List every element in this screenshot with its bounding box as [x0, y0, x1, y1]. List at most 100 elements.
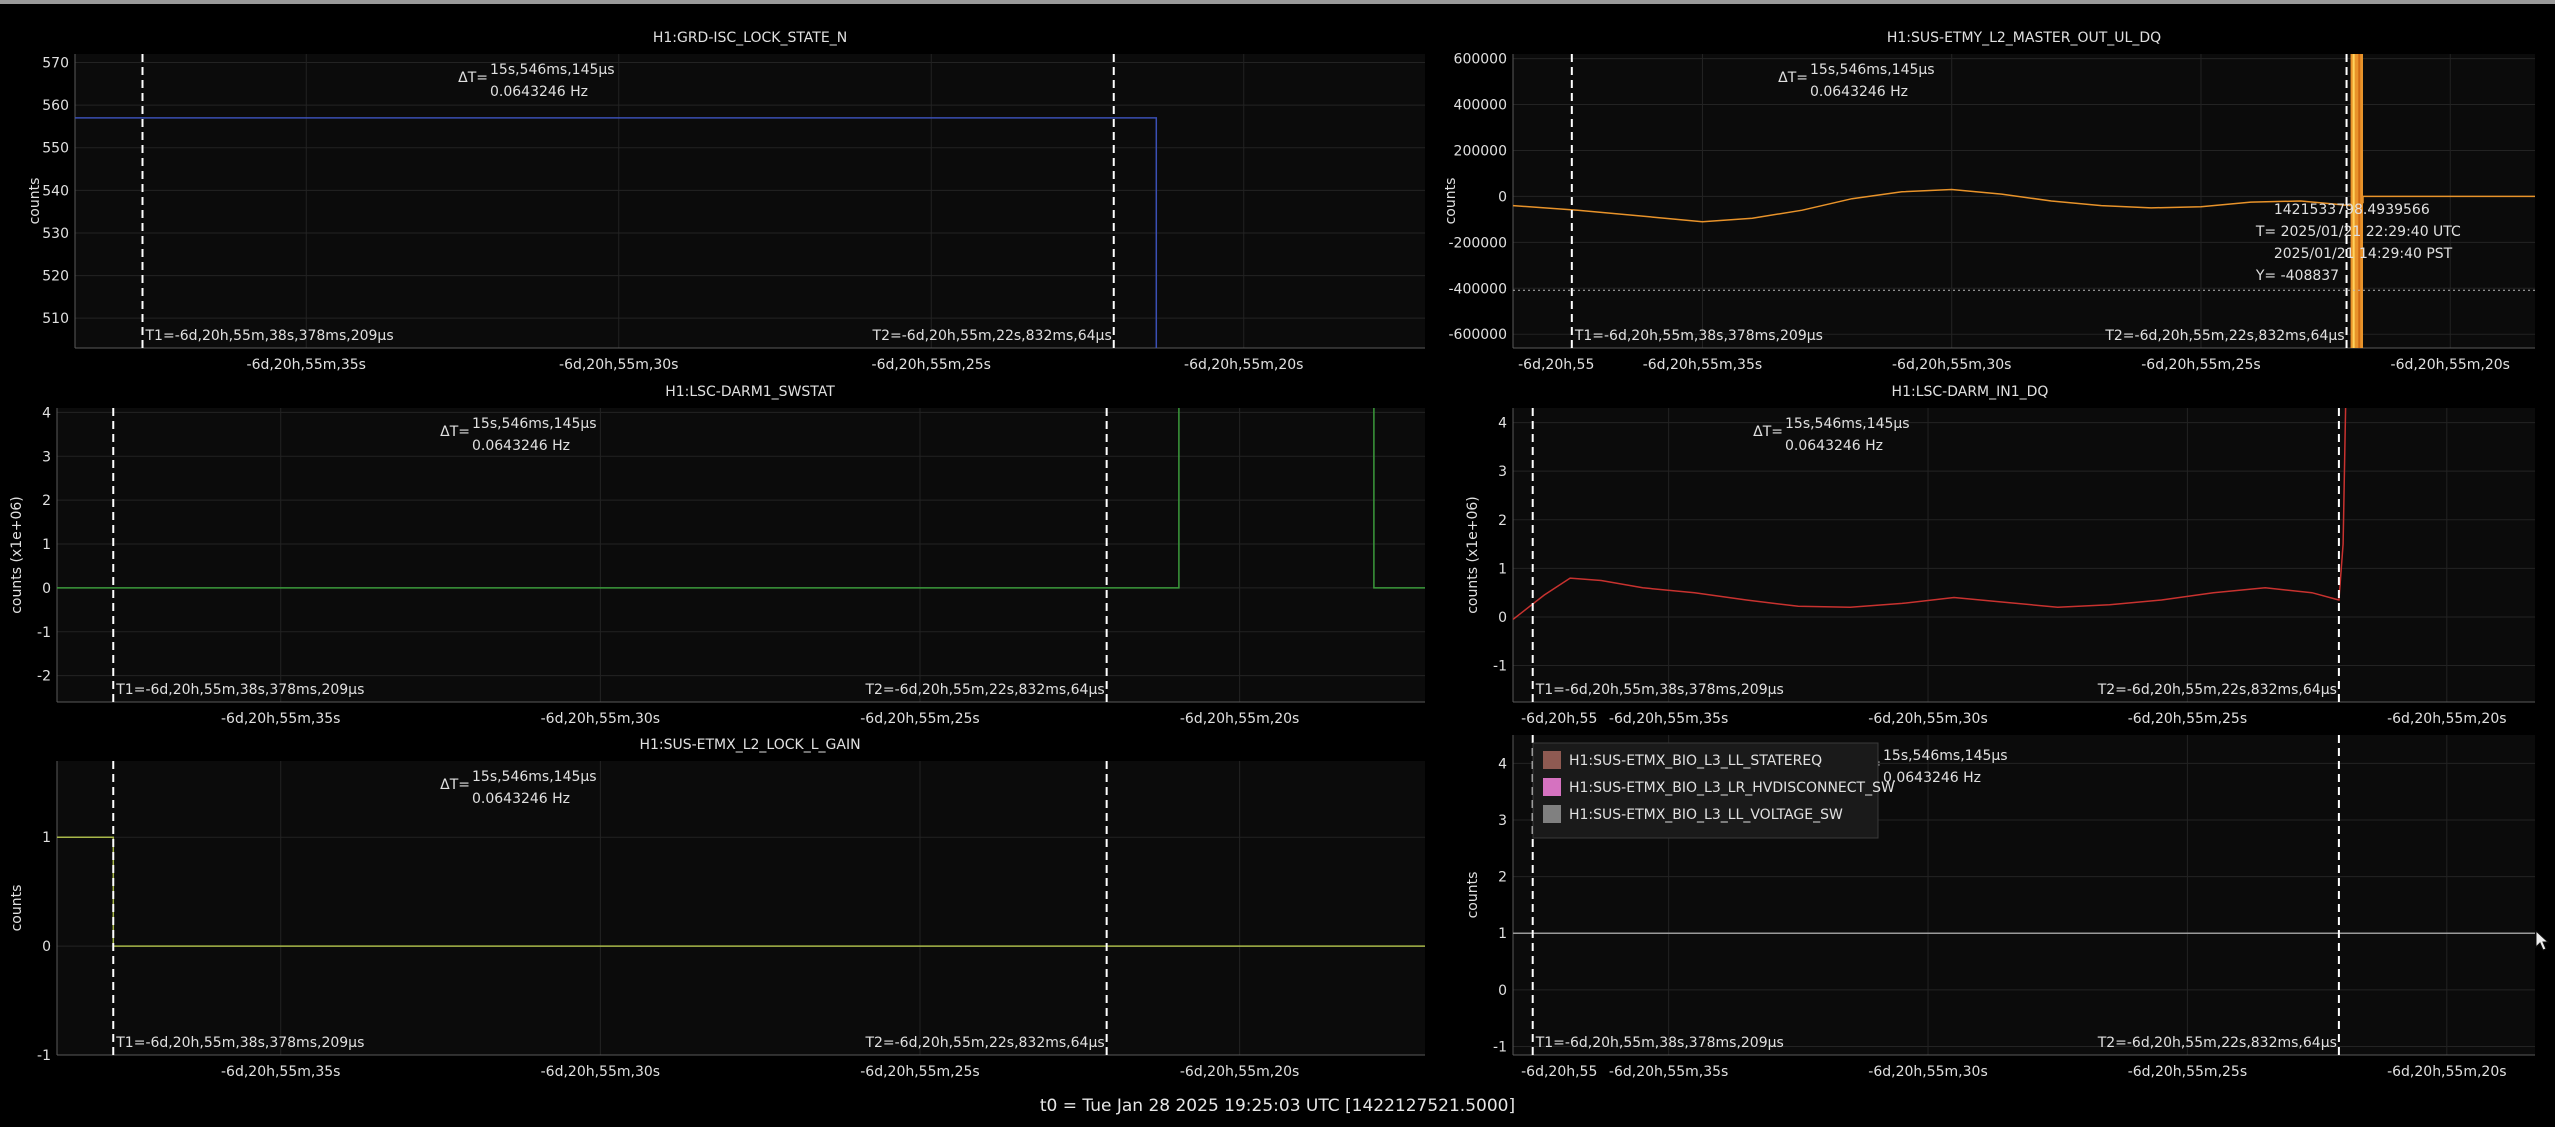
chart-panel-5: H1:SUS-ETMX_L2_LOCK_L_GAIN -1 0 1 -6d,20h,55…: [9, 737, 1597, 1080]
x-tick-label: -6d,20h,55: [1521, 1064, 1597, 1080]
x-tick-label: -6d,20h,55m,35s: [221, 711, 340, 727]
legend-entry: H1:SUS-ETMX_BIO_L3_LR_HVDISCONNECT_SW: [1569, 780, 1895, 796]
t2-label: T2=-6d,20h,55m,22s,832ms,64µs: [872, 328, 1112, 344]
y-tick-label: -2: [37, 669, 51, 685]
chart-panel-4: H1:LSC-DARM_IN1_DQ -1 0 1 2 3 4 -6d,20h,55m,35s…: [1465, 384, 2535, 727]
x-tick-label: -6d,20h,55m,20s: [2387, 1064, 2506, 1080]
chart-panel-1: H1:GRD-ISC_LOCK_STATE_N 510 520 530 540 550 56…: [27, 30, 1594, 373]
delta-label: ΔT=: [1753, 424, 1783, 440]
plot-background: [57, 408, 1425, 702]
y-tick-label: 540: [42, 183, 69, 199]
x-tick-label: -6d,20h,55m,25s: [2128, 1064, 2247, 1080]
x-tick-label: -6d,20h,55m,20s: [2391, 357, 2510, 373]
hover-tooltip-line: 1421533798.4939566: [2274, 202, 2430, 218]
t2-label: T2=-6d,20h,55m,22s,832ms,64µs: [2104, 328, 2344, 344]
x-tick-label: -6d,20h,55m,30s: [1892, 357, 2011, 373]
plot-background: [1513, 408, 2535, 702]
delta-time: 15s,546ms,145µs: [1810, 62, 1935, 78]
t1-label: T1=-6d,20h,55m,38s,378ms,209µs: [1535, 682, 1784, 698]
t0-footer: t0 = Tue Jan 28 2025 19:25:03 UTC [14221…: [1039, 1096, 1516, 1116]
y-tick-label: 0: [42, 939, 51, 955]
delta-label: ΔT=: [458, 70, 488, 86]
y-tick-label: 0: [1498, 610, 1507, 626]
y-tick-label: 3: [1498, 464, 1507, 480]
y-tick-label: 0: [42, 581, 51, 597]
delta-label: ΔT=: [1778, 70, 1808, 86]
x-tick-label: -6d,20h,55m,30s: [1868, 711, 1987, 727]
series-line: [2362, 195, 2535, 204]
delta-frequency: 0.0643246 Hz: [1883, 770, 1981, 786]
t1-label: T1=-6d,20h,55m,38s,378ms,209µs: [1574, 328, 1823, 344]
plot-background: [75, 54, 1425, 348]
chart-title: H1:SUS-ETMY_L2_MASTER_OUT_UL_DQ: [1887, 30, 2161, 46]
t2-label: T2=-6d,20h,55m,22s,832ms,64µs: [2097, 682, 2337, 698]
y-tick-label: 600000: [1454, 52, 1507, 68]
delta-frequency: 0.0643246 Hz: [472, 791, 570, 807]
chart-title: H1:SUS-ETMX_L2_LOCK_L_GAIN: [639, 737, 860, 753]
window-top-bar: [0, 0, 2555, 4]
y-tick-label: 0: [1498, 189, 1507, 205]
y-tick-label: 2: [1498, 870, 1507, 886]
y-tick-label: 3: [42, 449, 51, 465]
y-axis-label: counts: [1443, 178, 1459, 225]
legend-entry: H1:SUS-ETMX_BIO_L3_LL_VOLTAGE_SW: [1569, 807, 1843, 823]
plot-area: [1513, 54, 2535, 348]
y-axis-label: counts: [9, 885, 25, 932]
x-tick-label: -6d,20h,55m,35s: [1609, 711, 1728, 727]
t1-label: T1=-6d,20h,55m,38s,378ms,209µs: [1535, 1035, 1784, 1051]
y-tick-label: 570: [42, 56, 69, 72]
x-tick-label: -6d,20h,55m,20s: [1180, 1064, 1299, 1080]
delta-frequency: 0.0643246 Hz: [1785, 438, 1883, 454]
y-tick-label: -1: [1493, 1040, 1507, 1056]
chart-panel-2: H1:SUS-ETMY_L2_MASTER_OUT_UL_DQ -600000 -4…: [1443, 30, 2535, 373]
legend-swatch: [1543, 805, 1561, 823]
y-tick-label: 400000: [1454, 98, 1507, 114]
y-axis-label: counts (x1e+06): [1465, 496, 1481, 614]
chart-title: H1:GRD-ISC_LOCK_STATE_N: [653, 30, 847, 46]
y-tick-label: 520: [42, 269, 69, 285]
x-tick-label: -6d,20h,55: [1521, 711, 1597, 727]
y-axis-label: counts: [27, 178, 43, 225]
t1-label: T1=-6d,20h,55m,38s,378ms,209µs: [115, 682, 364, 698]
y-axis-label: counts (x1e+06): [9, 496, 25, 614]
y-tick-label: -400000: [1449, 281, 1508, 297]
y-tick-label: 4: [1498, 416, 1507, 432]
x-tick-label: -6d,20h,55m,25s: [860, 1064, 979, 1080]
plot-area: [57, 408, 1425, 702]
x-tick-label: -6d,20h,55m,20s: [2387, 711, 2506, 727]
t2-label: T2=-6d,20h,55m,22s,832ms,64µs: [864, 1035, 1104, 1051]
t1-label: T1=-6d,20h,55m,38s,378ms,209µs: [115, 1035, 364, 1051]
x-tick-label: -6d,20h,55m,25s: [2128, 711, 2247, 727]
x-tick-label: -6d,20h,55m,30s: [541, 711, 660, 727]
y-tick-label: 0: [1498, 983, 1507, 999]
delta-time: 15s,546ms,145µs: [490, 62, 615, 78]
delta-frequency: 0.0643246 Hz: [490, 84, 588, 100]
chart-title: H1:LSC-DARM1_SWSTAT: [665, 384, 835, 400]
signal-band: [2350, 54, 2364, 348]
plot-area: [57, 761, 1425, 1055]
legend-swatch: [1543, 751, 1561, 769]
series-line: [75, 117, 1158, 348]
delta-time: 15s,546ms,145µs: [472, 769, 597, 785]
legend-entry: H1:SUS-ETMX_BIO_L3_LL_STATEREQ: [1569, 753, 1822, 769]
y-tick-label: 200000: [1454, 143, 1507, 159]
x-tick-label: -6d,20h,55m,35s: [1609, 1064, 1728, 1080]
x-tick-label: -6d,20h,55m,30s: [541, 1064, 660, 1080]
delta-frequency: 0.0643246 Hz: [1810, 84, 1908, 100]
x-tick-label: -6d,20h,55: [1518, 357, 1594, 373]
y-tick-label: -600000: [1449, 327, 1508, 343]
y-tick-label: 550: [42, 141, 69, 157]
y-tick-label: 1: [1498, 561, 1507, 577]
series-line: [1373, 408, 1425, 589]
y-tick-label: -200000: [1449, 235, 1508, 251]
x-tick-label: -6d,20h,55m,25s: [872, 357, 991, 373]
x-tick-label: -6d,20h,55m,35s: [1643, 357, 1762, 373]
legend-box: [1532, 742, 1879, 839]
hover-tooltip-line: Y= -408837: [2255, 268, 2339, 284]
chart-panel-6: -1 0 1 2 3 4 -6d,20h,55m,35s -6d,20h,55m,30s -6d…: [1465, 735, 2550, 1080]
x-tick-label: -6d,20h,55m,20s: [1180, 711, 1299, 727]
delta-time: 15s,546ms,145µs: [1785, 416, 1910, 432]
y-tick-label: 4: [1498, 756, 1507, 772]
y-tick-label: 2: [42, 493, 51, 509]
